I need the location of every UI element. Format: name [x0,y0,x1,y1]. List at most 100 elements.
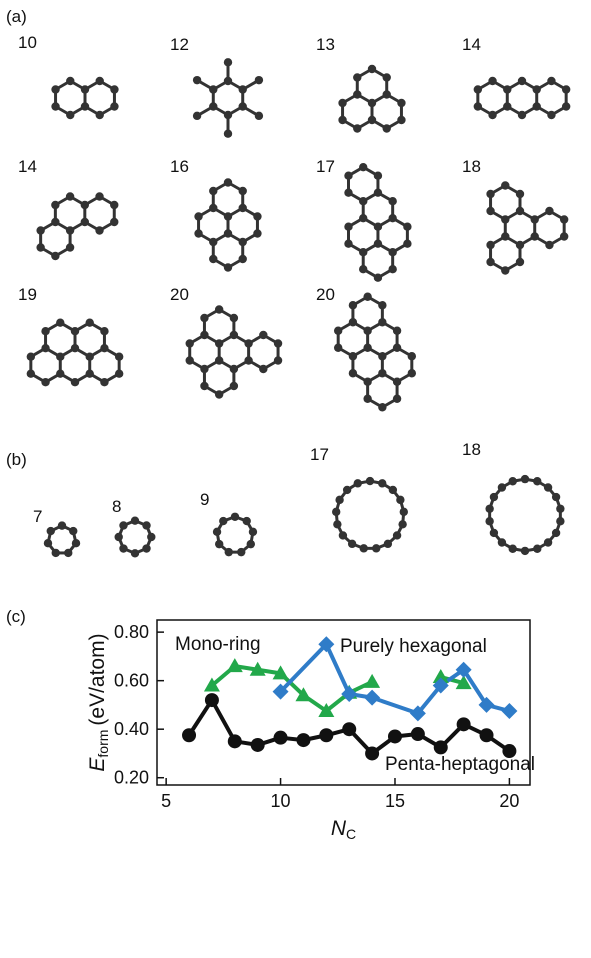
atom [344,172,352,180]
atom [338,99,346,107]
atom [388,197,396,205]
atom [393,344,401,352]
molecule [194,178,261,271]
atom [51,252,59,260]
molecule-label: 14 [18,157,37,176]
atom [253,229,261,237]
atom [501,232,509,240]
atom [224,263,232,271]
point [364,674,380,688]
atom [119,521,127,529]
atom [339,531,347,539]
atom [194,212,202,220]
atom [486,190,494,198]
atom [81,102,89,110]
atom [259,331,267,339]
atom [363,395,371,403]
molecule-label: 13 [316,35,335,54]
atom [95,226,103,234]
atom [200,314,208,322]
atom [349,352,357,360]
atom [516,207,524,215]
point [251,738,265,752]
atom [200,365,208,373]
atom [360,544,368,552]
atom [215,339,223,347]
atom [200,331,208,339]
atom [239,187,247,195]
atom [349,318,357,326]
point [296,733,310,747]
atom [359,265,367,273]
atom [215,356,223,364]
atom [533,102,541,110]
atom [215,305,223,313]
atom [501,181,509,189]
atom [544,483,552,491]
atom [52,549,60,557]
molecule-label: 20 [316,285,335,304]
y-tick-label: 0.20 [114,768,149,788]
atom [334,344,342,352]
atom [224,58,232,66]
molecule-label: 14 [462,35,481,54]
atom [374,240,382,248]
atom [490,493,498,501]
atom [378,403,386,411]
atom [255,112,263,120]
atom [403,240,411,248]
series-label: Mono-ring [175,634,261,655]
atom [393,327,401,335]
atom [383,124,391,132]
x-axis-title-main: N [331,817,347,840]
atom [115,533,123,541]
molecule [44,521,80,557]
atom [359,197,367,205]
point [411,727,425,741]
atom [66,243,74,251]
atom [110,102,118,110]
atom [397,116,405,124]
atom [86,370,94,378]
atom [225,548,233,556]
atom [396,496,404,504]
atom [56,370,64,378]
atom [96,111,104,119]
atom [388,214,396,222]
atom [545,241,553,249]
atom [209,85,217,93]
atom [56,353,64,361]
atom [27,353,35,361]
atom [239,102,247,110]
atom [56,319,64,327]
molecule-label: 16 [170,157,189,176]
atom [516,258,524,266]
atom [100,344,108,352]
atom [230,331,238,339]
atom [518,77,526,85]
atom [545,207,553,215]
atom [366,477,374,485]
atom [398,520,406,528]
atom [247,540,255,548]
atom [516,241,524,249]
atom [378,352,386,360]
atom [230,365,238,373]
atom [131,517,139,525]
molecule-label: 17 [310,445,329,464]
atom [498,483,506,491]
point [365,746,379,760]
x-tick-label: 15 [385,791,405,811]
atom [501,266,509,274]
y-axis-title-sub: form [95,730,111,758]
molecule-label: 7 [33,507,42,526]
atom [81,85,89,93]
atom [66,192,74,200]
atom [209,102,217,110]
atom [41,344,49,352]
atom [224,111,232,119]
atom [215,390,223,398]
atom [193,76,201,84]
atom [224,77,232,85]
atom [71,344,79,352]
